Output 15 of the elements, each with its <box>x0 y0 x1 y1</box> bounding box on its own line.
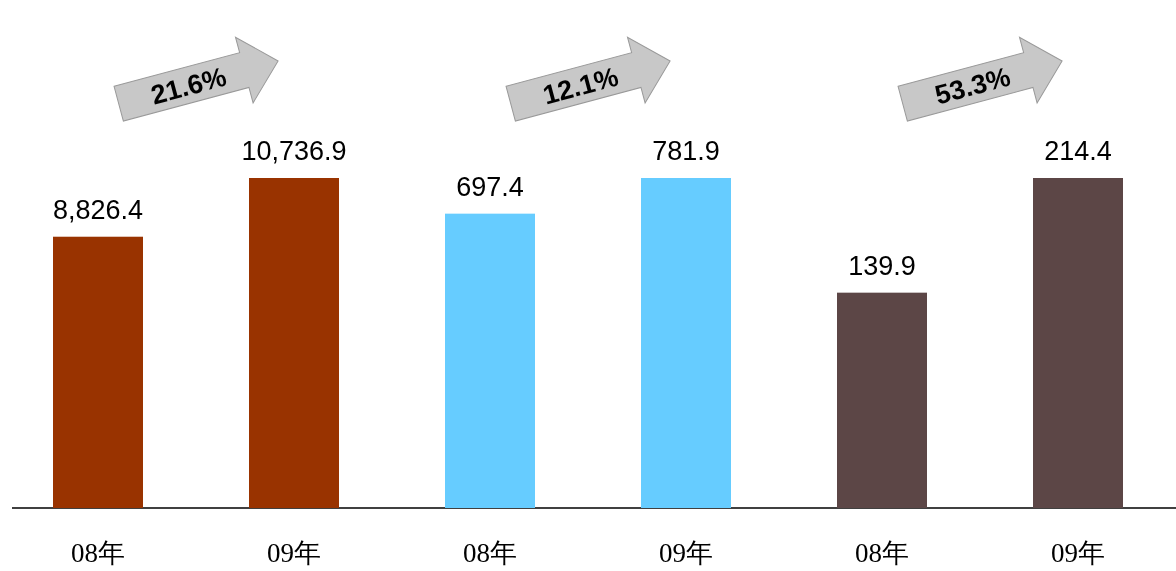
x-tick-label: 08年 <box>855 538 909 568</box>
x-tick-label: 08年 <box>71 538 125 568</box>
data-label: 139.9 <box>848 250 916 281</box>
text: 53.3% <box>931 61 1014 111</box>
data-label: 10,736.9 <box>241 136 347 166</box>
text: 12.1% <box>539 61 622 111</box>
data-label: 214.4 <box>1044 136 1112 166</box>
text: 21.6% <box>147 61 230 111</box>
x-tick-label: 09年 <box>659 538 713 568</box>
data-label: 8,826.4 <box>52 194 144 225</box>
data-label: 697.4 <box>456 171 524 202</box>
data-label: 781.9 <box>652 136 720 166</box>
x-tick-label: 09年 <box>267 538 321 568</box>
x-tick-label: 09年 <box>1051 538 1105 568</box>
x-tick-label: 08年 <box>463 538 517 568</box>
